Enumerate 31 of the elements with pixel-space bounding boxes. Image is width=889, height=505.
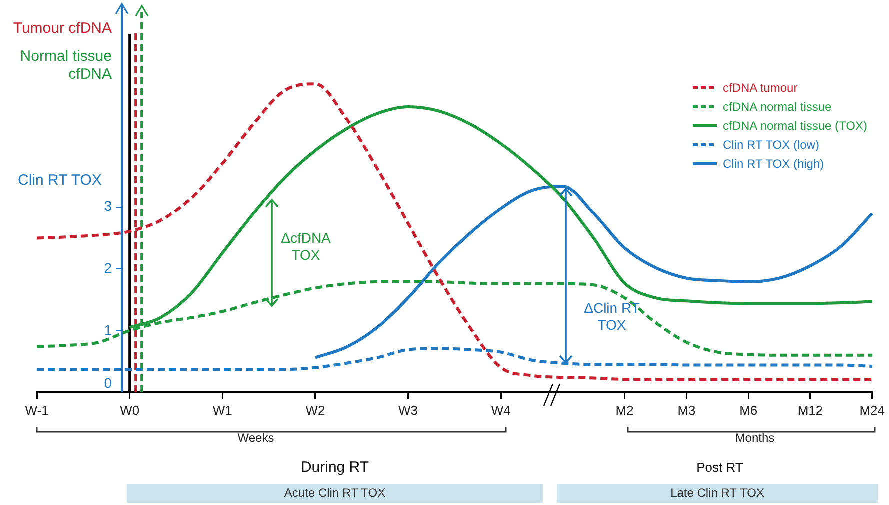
x-tick-label: M3 — [678, 402, 696, 418]
y-tick-label: 3 — [103, 198, 112, 216]
annotation: ΔcfDNA TOX — [280, 230, 332, 264]
x-tick-label: W1 — [212, 402, 232, 418]
x-tick-label: W4 — [491, 402, 511, 418]
x-tick-label: W2 — [306, 402, 326, 418]
x-tick-label: W0 — [120, 402, 140, 418]
annotation: Tumour cfDNA — [12, 20, 112, 38]
legend-label: cfDNA tumour — [723, 80, 798, 94]
y-axis-title: Clin RT TOX — [18, 172, 102, 190]
annotation: ΔClin RT TOX — [583, 300, 641, 334]
legend-label: Clin RT TOX (low) — [723, 138, 820, 152]
text: During RT — [300, 459, 370, 477]
annotation: Normal tissue cfDNA — [19, 48, 112, 84]
y-tick-label: 2 — [103, 260, 112, 277]
x-tick-label: M12 — [798, 402, 824, 418]
x-tick-label: W-1 — [25, 402, 49, 418]
text: Post RT — [696, 460, 744, 476]
text: Weeks — [236, 431, 276, 446]
y-tick-label: 0 — [103, 375, 112, 392]
legend-label: cfDNA normal tissue — [723, 100, 832, 114]
x-tick-label: W3 — [398, 402, 418, 418]
text: Late Clin RT TOX — [557, 484, 878, 503]
x-tick-label: M6 — [740, 402, 758, 418]
legend-label: cfDNA normal tissue (TOX) — [723, 118, 868, 132]
x-tick-label: M2 — [616, 402, 634, 418]
legend-label: Clin RT TOX (high) — [723, 156, 824, 170]
x-tick-label: M24 — [860, 402, 886, 418]
y-tick-label: 1 — [103, 322, 112, 339]
text: Acute Clin RT TOX — [127, 484, 543, 503]
text: Months — [734, 431, 776, 446]
